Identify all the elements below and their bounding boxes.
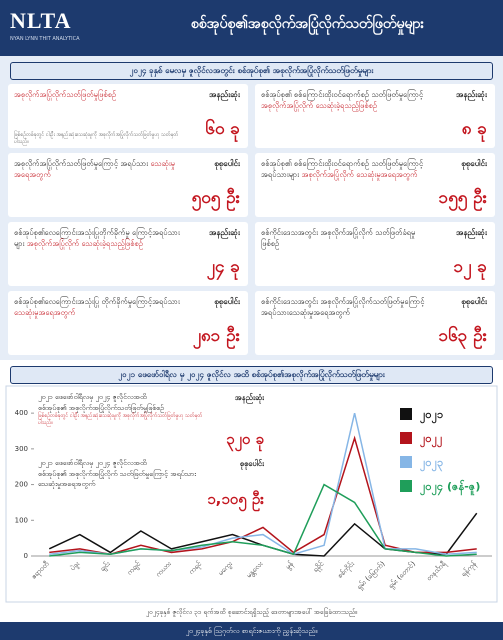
box-label: အနည်းဆုံး xyxy=(234,393,264,402)
y-tick-label: 400 xyxy=(15,409,28,417)
legend-swatch xyxy=(400,408,412,420)
section-title: ၂၀၂၁ ဖေဖော်ဝါရီလ မှ ၂၀၂၄ ဇူလိုင်လ အထိ စစ… xyxy=(10,366,493,384)
legend-swatch xyxy=(400,432,412,444)
card-text-part: စစ်အုပ်စု၏လေကြောင်းအသုံးပြုတိုက်ခိုက်မှု… xyxy=(14,228,180,248)
card-highlight: အစုလိုက်အပြုံလိုက် သေဆုံးခဲ့ရသည့်ဖြစ်စဉ် xyxy=(26,238,143,248)
legend-label: ၂၀၂၄ (ဇန်-ဇူ) xyxy=(420,479,480,496)
legend-swatch xyxy=(400,456,412,468)
card-text: စစ်အုပ်စု၏ စစ်ကြောင်းထိုးဝင်ရောက်စဉ် သတ်… xyxy=(261,90,431,112)
card-highlight: အစုလိုက်အပြုံလိုက် သေဆုံးမှုအရေအတွက် xyxy=(301,169,418,179)
card-value: ၈ ခု xyxy=(461,119,487,139)
series-line xyxy=(49,435,477,555)
stat-card: စစ်အုပ်စု၏ စစ်ကြောင်းထိုးဝင်ရောက်စဉ် သတ်… xyxy=(255,84,495,148)
box-period: ၂၀၂၁ ဖေဖော်ဝါရီလမှ ၂၀၂၄ ဇူလိုင်လအထိ xyxy=(38,459,147,467)
footnote: ၂၀၂၄ခုနှစ် ဇူလိုင်လ ၃၁ ရက်အထိ စုဆောင်းရရ… xyxy=(145,608,358,616)
card-text-part: အစုလိုက်အပြုံလိုက်သတ်ဖြတ်မှုကြောင့် အရပ်… xyxy=(14,159,149,168)
card-highlight: အစုလိုက်အပြုံလိုက် သေဆုံးခဲ့ရသည့်ဖြစ်စဉ် xyxy=(261,100,378,110)
y-tick-label: 100 xyxy=(15,516,28,524)
card-text-part: စစ်အုပ်စု၏ စစ်ကြောင်းထိုးဝင်ရောက်စဉ် သတ်… xyxy=(261,90,424,99)
card-label: စုစုပေါင်း xyxy=(214,297,240,306)
stat-card: စစ်အုပ်စု၏ စစ်ကြောင်းထိုးဝင်ရောက်စဉ် သတ်… xyxy=(255,153,495,217)
source: ၂၀၂၄ခုနှစ် ဩဂုတ်လ စာရင်းဇယားကို ညွှန်းဆိ… xyxy=(0,622,503,640)
card-label: အနည်းဆုံး xyxy=(455,228,487,237)
legend-swatch xyxy=(400,480,412,492)
card-label: စုစုပေါင်း xyxy=(214,159,240,168)
box-note: ဖြစ်စဉ်တစ်ခုတွင် ငါးဦး အနည်းဆုံးသေဆုံးမှ… xyxy=(38,413,203,426)
box-label: စုစုပေါင်း xyxy=(239,459,264,468)
y-tick-label: 0 xyxy=(24,552,28,560)
card-text: စစ်အုပ်စု၏ စစ်ကြောင်းထိုးဝင်ရောက်စဉ် သတ်… xyxy=(261,159,431,181)
legend-label: ၂၀၂၃ xyxy=(420,456,444,472)
card-text-part: စစ်ကိုင်းဒေသအတွင်း အစုလိုက်အပြုံလိုက် သတ… xyxy=(261,228,416,248)
card-value: ၁၅၅ ဦး xyxy=(438,188,487,208)
card-text-part: စစ်အုပ်စု၏ စစ်ကြောင်းထိုးဝင်ရောက်စဉ် သတ်… xyxy=(261,159,424,179)
stat-card: စစ်အုပ်စု၏လေကြောင်းအသုံးပြု တိုက်ခိုက်မှ… xyxy=(8,291,248,355)
card-highlight: သေဆုံးမှုအရေအတွက် xyxy=(14,307,76,317)
card-label: စုစုပေါင်း xyxy=(461,297,487,306)
main-title: စစ်အုပ်စု၏အစုလိုက်အပြုံလိုက်သတ်ဖြတ်မှုမျ… xyxy=(190,16,425,32)
card-label: စုစုပေါင်း xyxy=(461,159,487,168)
y-tick-label: 300 xyxy=(15,445,28,453)
box-text: စစ်အုပ်စု၏ အစုလိုက်အပြုံလိုက်သတ်ဖြတ်မှုဖ… xyxy=(38,403,164,412)
stat-card: စစ်ကိုင်းဒေသအတွင်း အစုလိုက်အပြုံလိုက် သတ… xyxy=(255,222,495,286)
header: NLTA NYAN LYNN THIT ANALYTICA စစ်အုပ်စု၏… xyxy=(0,0,503,56)
card-label: အနည်းဆုံး xyxy=(208,228,240,237)
card-text-part: စစ်ကိုင်းဒေသအတွင်း အစုလိုက်အပြုံလိုက်သတ်… xyxy=(261,297,425,317)
logo-subtitle: NYAN LYNN THIT ANALYTICA xyxy=(10,36,80,42)
card-text: စစ်အုပ်စု၏လေကြောင်းအသုံးပြု တိုက်ခိုက်မှ… xyxy=(14,297,184,319)
box-period: ၂၀၂၁ ဖေဖော်ဝါရီလမှ ၂၀၂၄ ဇူလိုင်လအထိ xyxy=(38,393,147,401)
stat-card: စစ်အုပ်စု၏လေကြောင်းအသုံးပြုတိုက်ခိုက်မှု… xyxy=(8,222,248,286)
stat-card: စစ်ကိုင်းဒေသအတွင်း အစုလိုက်အပြုံလိုက်သတ်… xyxy=(255,291,495,355)
card-text: အစုလိုက်အပြုံလိုက်သတ်ဖြတ်မှုဖြစ်စဉ် xyxy=(14,90,184,101)
card-value: ၅၀၅ ဦး xyxy=(191,188,240,208)
stat-card: အစုလိုက်အပြုံလိုက်သတ်ဖြတ်မှုဖြစ်စဉ် အနည်း… xyxy=(8,84,248,148)
card-value: ၂၄ ခု xyxy=(206,257,240,277)
logo: NLTA xyxy=(10,8,72,33)
series-line xyxy=(49,483,477,557)
section-title: ၂၀၂၄ ခုနှစ် မေလမှ ဇူလိုင်လအတွင်း စစ်အုပ်… xyxy=(10,62,493,80)
card-text: စစ်ကိုင်းဒေသအတွင်း အစုလိုက်အပြုံလိုက်သတ်… xyxy=(261,297,431,319)
card-highlight: အစုလိုက်အပြုံလိုက်သတ်ဖြတ်မှုဖြစ်စဉ် xyxy=(14,90,117,99)
box-text: စစ်အုပ်စု၏ အစုလိုက်အပြုံလိုက် သတ်ဖြတ်မှု… xyxy=(38,469,197,489)
card-note: ဖြစ်စဉ်တစ်ခုတွင် ငါးဦး အနည်းဆုံးသေဆုံးမှ… xyxy=(14,132,179,145)
card-value: ၆၀ ခု xyxy=(205,119,240,139)
stat-card: အစုလိုက်အပြုံလိုက်သတ်ဖြတ်မှုကြောင့် အရပ်… xyxy=(8,153,248,217)
legend-label: ၂၀၂၁ xyxy=(420,408,444,424)
card-label: အနည်းဆုံး xyxy=(208,90,240,99)
y-tick-label: 200 xyxy=(15,481,28,489)
card-highlight: သေဆုံးမှုအရေအတွက် xyxy=(14,159,175,179)
card-value: ၁၂ ခု xyxy=(453,257,487,277)
card-label: အနည်းဆုံး xyxy=(455,90,487,99)
legend-label: ၂၀၂၂ xyxy=(420,432,443,448)
card-value: ၂၈၁ ဦး xyxy=(192,326,240,346)
card-text: စစ်အုပ်စု၏လေကြောင်းအသုံးပြုတိုက်ခိုက်မှု… xyxy=(14,228,184,250)
summary-box: ၂၀၂၁ ဖေဖော်ဝါရီလမှ ၂၀၂၄ ဇူလိုင်လအထိစစ်အု… xyxy=(38,458,268,510)
summary-box: ၂၀၂၁ ဖေဖော်ဝါရီလမှ ၂၀၂၄ ဇူလိုင်လအထိစစ်အု… xyxy=(38,392,268,450)
card-text-part: စစ်အုပ်စု၏လေကြောင်းအသုံးပြု တိုက်ခိုက်မှ… xyxy=(14,297,180,306)
card-text: စစ်ကိုင်းဒေသအတွင်း အစုလိုက်အပြုံလိုက် သတ… xyxy=(261,228,431,250)
card-text: အစုလိုက်အပြုံလိုက်သတ်ဖြတ်မှုကြောင့် အရပ်… xyxy=(14,159,184,181)
box-value: ၃၂၀ ခု xyxy=(226,429,264,448)
card-value: ၁၆၃ ဦး xyxy=(438,326,487,346)
box-value: ၁,၁၀၅ ဦး xyxy=(207,489,264,508)
